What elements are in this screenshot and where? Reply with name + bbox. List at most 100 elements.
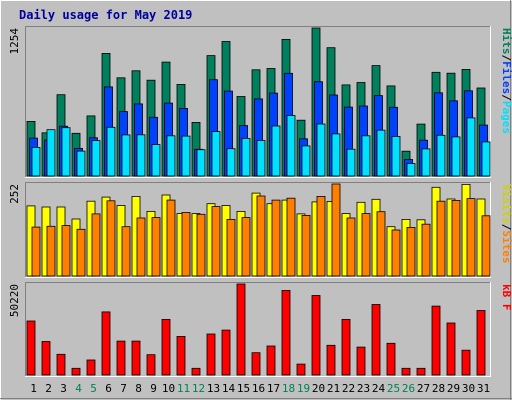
- chart-title: Daily usage for May 2019: [19, 8, 192, 22]
- right-legend-part: /: [500, 224, 512, 231]
- bar-hits-pages-day-6: [106, 126, 116, 177]
- bar-visits-sites-day-20: [316, 195, 326, 277]
- right-legend-part: Visits: [500, 184, 512, 224]
- bar-kbytes-kb-f-day-29: [446, 322, 456, 376]
- x-tick-day-26: 26: [402, 382, 415, 395]
- bar-hits-pages-day-21: [331, 133, 341, 177]
- bar-hits-pages-day-23: [361, 135, 371, 177]
- x-tick-day-3: 3: [60, 382, 67, 395]
- x-axis-ticks: 1 2 3 4 5 6 7 8 9 10 11 12 13 14 15 16 17 18 19 20 21 22 23 24 2…: [30, 382, 490, 395]
- bar-hits-pages-day-7: [121, 134, 131, 177]
- bar-visits-sites-day-28: [436, 200, 446, 277]
- bar-kbytes-kb-f-day-14: [221, 329, 231, 376]
- bar-kbytes-kb-f-day-10: [161, 318, 171, 376]
- bar-visits-sites-day-17: [271, 199, 281, 277]
- bar-visits-sites-day-6: [106, 200, 116, 277]
- bar-visits-sites-day-29: [451, 199, 461, 277]
- x-tick-day-27: 27: [417, 382, 430, 395]
- right-legend-part: /: [500, 94, 512, 101]
- bar-kbytes-kb-f-day-5: [86, 359, 96, 376]
- x-tick-day-28: 28: [432, 382, 445, 395]
- bar-visits-sites-day-15: [241, 217, 251, 277]
- panel-hits: 1254 Hits/Files/Pages: [8, 26, 512, 178]
- x-tick-day-5: 5: [90, 382, 97, 395]
- bar-visits-sites-day-8: [136, 217, 146, 277]
- x-tick-day-22: 22: [342, 382, 355, 395]
- bar-kbytes-kb-f-day-26: [401, 367, 411, 376]
- right-legend-hits: Hits/Files/Pages: [500, 28, 512, 134]
- bar-visits-sites-day-12: [196, 213, 206, 277]
- bar-kbytes-kb-f-day-31: [476, 310, 486, 376]
- x-tick-day-30: 30: [462, 382, 475, 395]
- bar-kbytes-kb-f-day-4: [71, 367, 81, 376]
- x-tick-day-1: 1: [30, 382, 37, 395]
- bar-hits-pages-day-30: [466, 117, 476, 177]
- x-tick-day-8: 8: [135, 382, 142, 395]
- bar-kbytes-kb-f-day-12: [191, 367, 201, 376]
- x-tick-day-24: 24: [372, 382, 386, 395]
- bar-kbytes-kb-f-day-28: [431, 305, 441, 376]
- bar-kbytes-kb-f-day-3: [56, 353, 66, 376]
- bar-kbytes-kb-f-day-11: [176, 335, 186, 376]
- bar-kbytes-kb-f-day-18: [281, 289, 291, 376]
- bar-kbytes-kb-f-day-8: [131, 340, 141, 376]
- bar-hits-pages-day-22: [346, 148, 356, 177]
- bar-hits-pages-day-14: [226, 148, 236, 177]
- x-tick-day-13: 13: [207, 382, 220, 395]
- bar-kbytes-kb-f-day-7: [116, 340, 126, 376]
- bar-kbytes-kb-f-day-1: [26, 320, 36, 376]
- bar-kbytes-kb-f-day-25: [386, 342, 396, 376]
- bar-hits-pages-day-18: [286, 115, 296, 177]
- bar-visits-sites-day-18: [286, 197, 296, 277]
- bar-visits-sites-day-19: [301, 214, 311, 277]
- bar-visits-sites-day-1: [31, 226, 41, 277]
- bar-hits-pages-day-5: [91, 140, 101, 177]
- bar-hits-pages-day-4: [76, 150, 86, 177]
- bar-hits-pages-day-1: [31, 146, 41, 177]
- right-legend-part: /: [500, 55, 512, 62]
- right-legend-visits: Visits/Sites: [500, 184, 512, 264]
- bar-kbytes-kb-f-day-9: [146, 354, 156, 376]
- x-tick-day-19: 19: [297, 382, 310, 395]
- bar-hits-pages-day-11: [181, 135, 191, 177]
- right-legend-part: Sites: [500, 230, 512, 263]
- bar-visits-sites-day-23: [361, 213, 371, 277]
- bar-hits-pages-day-3: [61, 127, 71, 177]
- panel-kbytes: 50220 kB F: [8, 282, 512, 377]
- bar-kbytes-kb-f-day-16: [251, 352, 261, 376]
- bar-visits-sites-day-30: [466, 198, 476, 277]
- bar-visits-sites-day-27: [421, 223, 431, 277]
- bar-visits-sites-day-13: [211, 206, 221, 277]
- bar-visits-sites-day-14: [226, 218, 236, 277]
- bar-hits-pages-day-10: [166, 135, 176, 177]
- bar-kbytes-kb-f-day-27: [416, 367, 426, 376]
- bar-visits-sites-day-16: [256, 195, 266, 277]
- bar-visits-sites-day-24: [376, 211, 386, 277]
- bar-hits-pages-day-26: [406, 163, 416, 177]
- bar-hits-pages-day-9: [151, 144, 161, 177]
- bar-visits-sites-day-31: [481, 215, 491, 277]
- bar-kbytes-kb-f-day-2: [41, 341, 51, 376]
- bar-visits-sites-day-22: [346, 217, 356, 277]
- bar-kbytes-kb-f-day-24: [371, 304, 381, 376]
- bar-hits-pages-day-16: [256, 140, 266, 177]
- bar-hits-pages-day-31: [481, 141, 491, 177]
- bar-hits-pages-day-19: [301, 145, 311, 177]
- bar-visits-sites-day-21: [331, 183, 341, 277]
- x-tick-day-17: 17: [267, 382, 280, 395]
- bar-hits-pages-day-20: [316, 123, 326, 177]
- bar-hits-pages-day-17: [271, 125, 281, 177]
- bar-visits-sites-day-10: [166, 199, 176, 277]
- bar-hits-pages-day-12: [196, 149, 206, 177]
- bar-kbytes-kb-f-day-22: [341, 318, 351, 376]
- bar-kbytes-kb-f-day-19: [296, 363, 306, 376]
- bar-hits-pages-day-27: [421, 148, 431, 177]
- bar-hits-pages-day-8: [136, 134, 146, 177]
- right-legend-kbytes: kB F: [500, 284, 512, 311]
- bar-kbytes-kb-f-day-21: [326, 344, 336, 376]
- right-legend-part: Pages: [500, 101, 512, 134]
- bar-kbytes-kb-f-day-17: [266, 345, 276, 376]
